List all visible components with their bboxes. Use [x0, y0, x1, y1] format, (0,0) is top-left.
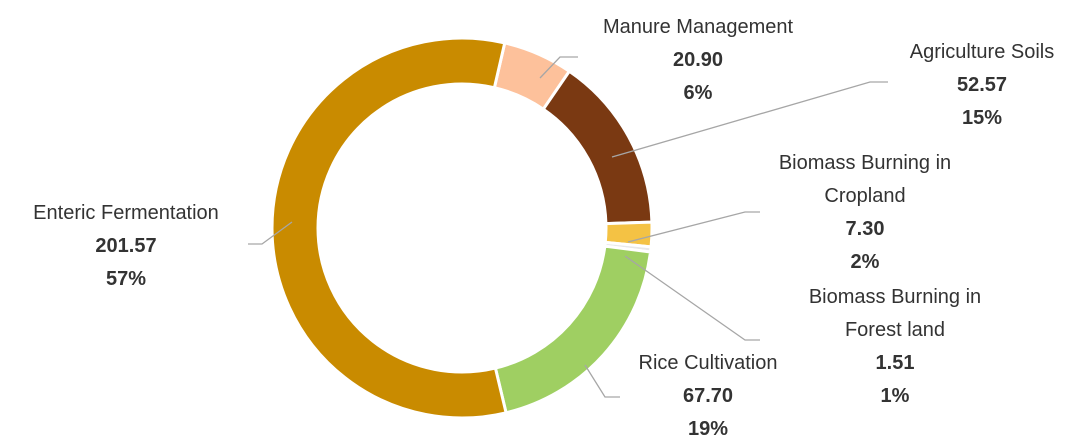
data-label: Biomass Burning in Cropland 7.30 2% — [755, 147, 975, 279]
label-value: 52.57 — [956, 74, 1008, 96]
label-value: 20.90 — [672, 49, 724, 71]
label-name: Agriculture Soils — [909, 41, 1055, 63]
label-name: Biomass Burning in Forest land — [808, 286, 982, 341]
data-label: Rice Cultivation 67.70 19% — [578, 347, 838, 436]
label-name: Enteric Fermentation — [33, 202, 219, 224]
label-name: Biomass Burning in Cropland — [778, 152, 952, 207]
leader-line — [627, 211, 760, 243]
label-value: 7.30 — [845, 218, 885, 240]
label-percent: 19% — [687, 418, 729, 436]
label-name: Manure Management — [602, 16, 794, 38]
leader-line — [584, 364, 620, 398]
data-label: Agriculture Soils 52.57 15% — [852, 36, 1070, 135]
leader-line — [611, 81, 888, 158]
data-label: Manure Management 20.90 6% — [568, 11, 828, 110]
label-percent: 6% — [683, 82, 713, 104]
label-name: Rice Cultivation — [638, 352, 778, 374]
label-value: 201.57 — [95, 235, 157, 257]
data-label: Biomass Burning in Forest land 1.51 1% — [785, 281, 1005, 413]
label-value: 67.70 — [682, 385, 734, 407]
leader-line — [624, 255, 760, 341]
data-label: Enteric Fermentation 201.57 57% — [0, 197, 256, 296]
leader-line — [539, 56, 578, 79]
label-percent: 1% — [880, 385, 910, 407]
label-percent: 15% — [961, 107, 1003, 129]
label-value: 1.51 — [875, 352, 915, 374]
label-percent: 2% — [850, 251, 880, 273]
leader-line — [248, 221, 293, 245]
label-percent: 57% — [105, 268, 147, 290]
donut-segment — [270, 36, 508, 420]
